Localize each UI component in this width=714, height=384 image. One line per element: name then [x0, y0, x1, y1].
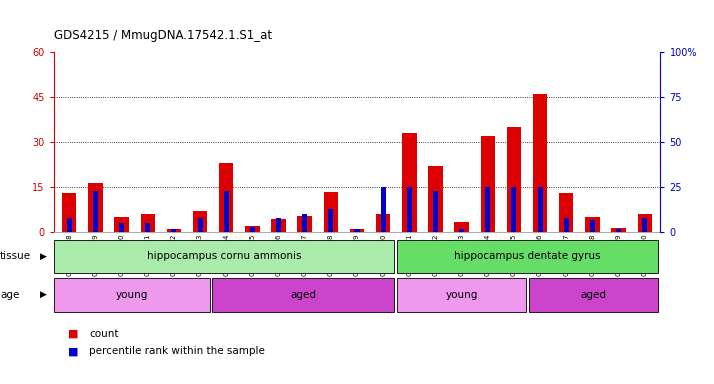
Bar — [166, 229, 181, 232]
Bar — [433, 191, 438, 232]
Bar — [533, 94, 548, 232]
Bar — [381, 187, 386, 232]
Bar — [616, 229, 621, 232]
Bar — [402, 133, 416, 232]
Text: tissue: tissue — [0, 251, 31, 262]
Bar — [54, 240, 394, 273]
Bar — [396, 240, 658, 273]
Text: ▶: ▶ — [40, 290, 47, 299]
Bar — [171, 229, 176, 232]
Text: hippocampus cornu ammonis: hippocampus cornu ammonis — [147, 251, 301, 262]
Bar — [585, 217, 600, 232]
Bar — [298, 216, 312, 232]
Text: percentile rank within the sample: percentile rank within the sample — [89, 346, 265, 356]
Bar — [528, 278, 658, 311]
Bar — [486, 187, 491, 232]
Text: hippocampus dentate gyrus: hippocampus dentate gyrus — [454, 251, 600, 262]
Text: count: count — [89, 329, 119, 339]
Bar — [507, 127, 521, 232]
Bar — [564, 218, 569, 232]
Bar — [459, 229, 464, 232]
Bar — [145, 223, 150, 232]
Bar — [538, 187, 543, 232]
Bar — [141, 214, 155, 232]
Bar — [114, 217, 129, 232]
Bar — [119, 223, 124, 232]
Bar — [638, 214, 652, 232]
Bar — [323, 192, 338, 232]
Bar — [54, 278, 210, 311]
Bar — [350, 229, 364, 232]
Text: age: age — [0, 290, 19, 300]
Bar — [590, 220, 595, 232]
Text: ■: ■ — [68, 346, 79, 356]
Text: aged: aged — [290, 290, 316, 300]
Bar — [428, 166, 443, 232]
Bar — [223, 191, 228, 232]
Bar — [407, 187, 412, 232]
Bar — [559, 193, 573, 232]
Bar — [302, 214, 307, 232]
Bar — [245, 226, 260, 232]
Text: aged: aged — [580, 290, 606, 300]
Bar — [454, 222, 469, 232]
Bar — [511, 187, 516, 232]
Bar — [354, 229, 360, 232]
Bar — [66, 218, 72, 232]
Bar — [328, 209, 333, 232]
Text: young: young — [116, 290, 148, 300]
Bar — [271, 219, 286, 232]
Bar — [198, 218, 203, 232]
Text: young: young — [446, 290, 478, 300]
Bar — [276, 218, 281, 232]
Bar — [396, 278, 526, 311]
Text: ▶: ▶ — [40, 252, 47, 261]
Bar — [376, 214, 391, 232]
Text: ■: ■ — [68, 329, 79, 339]
Text: GDS4215 / MmugDNA.17542.1.S1_at: GDS4215 / MmugDNA.17542.1.S1_at — [54, 29, 271, 42]
Bar — [193, 211, 207, 232]
Bar — [62, 193, 76, 232]
Bar — [219, 163, 233, 232]
Bar — [642, 218, 648, 232]
Bar — [250, 227, 255, 232]
Bar — [89, 183, 103, 232]
Bar — [611, 228, 625, 232]
Bar — [212, 278, 394, 311]
Bar — [481, 136, 495, 232]
Bar — [93, 191, 98, 232]
